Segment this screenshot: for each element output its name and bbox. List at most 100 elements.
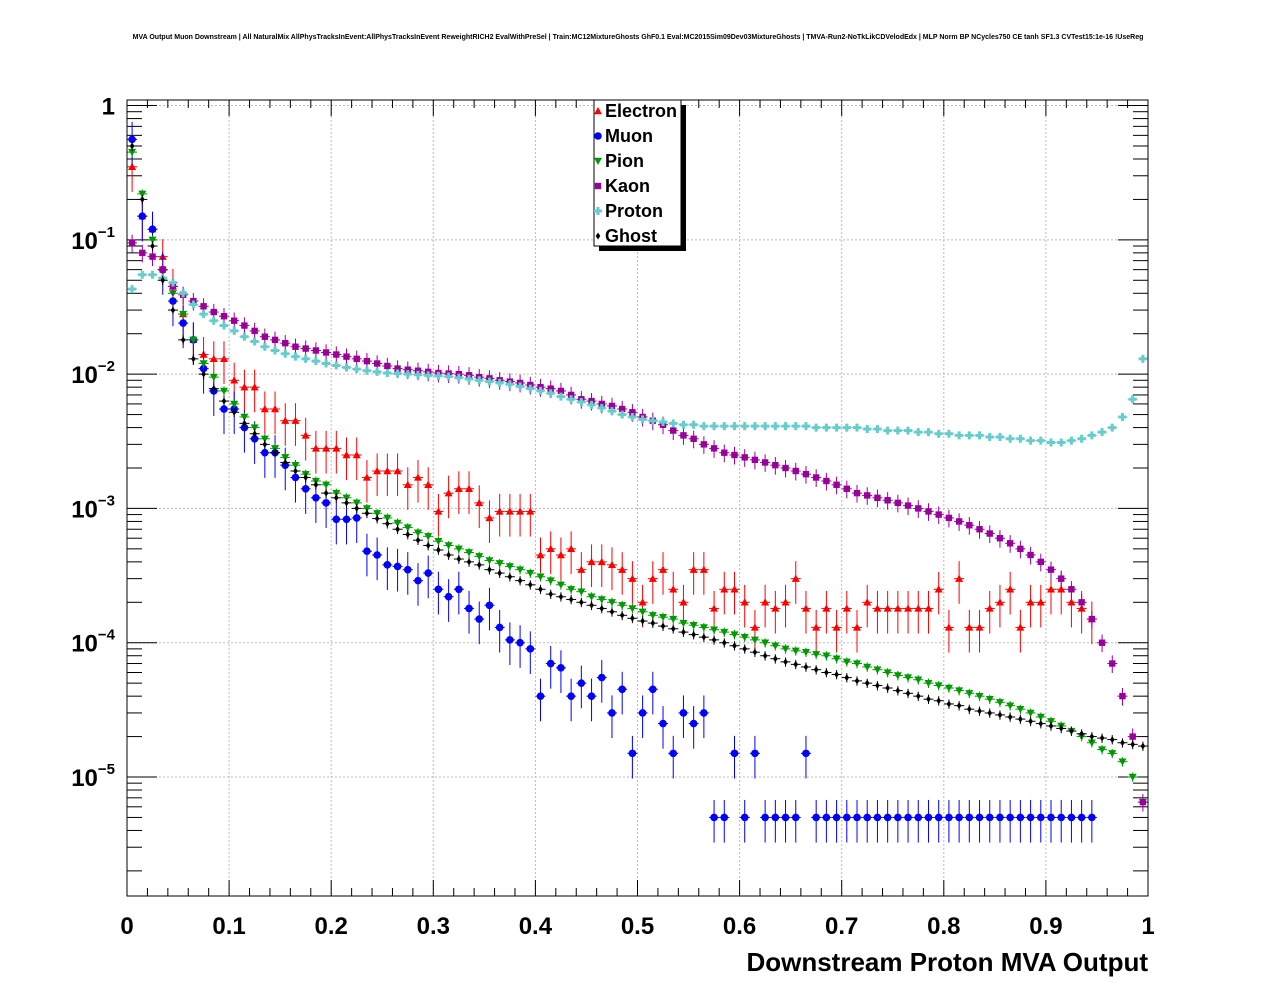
proton-point	[230, 326, 239, 335]
muon-point	[700, 709, 708, 717]
electron-point	[781, 598, 790, 606]
ghost-point	[150, 242, 155, 250]
kaon-point	[394, 365, 401, 372]
ghost-point	[487, 566, 492, 574]
ghost-point	[956, 702, 962, 710]
kaon-point	[864, 492, 871, 499]
muon-point	[628, 749, 637, 758]
ghost-point	[721, 639, 727, 647]
kaon-point	[761, 459, 769, 466]
ghost-point	[191, 355, 196, 363]
pion-point	[740, 633, 749, 642]
pion-point	[291, 461, 300, 470]
pion-point	[250, 424, 259, 432]
muon-point	[1036, 813, 1045, 822]
electron-point	[1006, 585, 1015, 593]
kaon-point	[282, 339, 289, 347]
pion-point	[495, 560, 504, 568]
muon-point	[965, 813, 974, 822]
pion-point	[832, 655, 841, 663]
pion-point	[281, 454, 290, 462]
muon-point	[812, 813, 820, 822]
ghost-point	[476, 561, 482, 569]
kaon-point	[220, 313, 228, 320]
proton-point	[934, 429, 943, 438]
muon-point	[843, 813, 851, 822]
proton-point	[669, 419, 678, 428]
proton-point	[495, 378, 504, 387]
electron-point	[465, 484, 474, 493]
proton-point	[424, 371, 433, 380]
pion-point	[985, 695, 994, 704]
muon-point	[526, 645, 535, 653]
ghost-point	[650, 619, 656, 627]
kaon-point	[557, 387, 565, 395]
muon-point	[1067, 813, 1076, 822]
pion-point	[1098, 746, 1107, 754]
proton-point	[730, 422, 739, 431]
ghost-point	[527, 581, 533, 589]
kaon-point	[1068, 586, 1075, 593]
ghost-point	[609, 608, 615, 616]
ghost-point	[589, 601, 594, 609]
proton-point	[1138, 354, 1147, 363]
x-tick-label: 0.1	[212, 913, 245, 940]
ghost-point	[1048, 722, 1054, 730]
proton-point	[638, 415, 647, 424]
ghost-point	[323, 489, 329, 497]
pion-point	[465, 549, 474, 557]
proton-point	[761, 422, 770, 431]
proton-point	[679, 420, 688, 429]
ghost-point	[711, 636, 717, 644]
electron-point	[842, 604, 851, 612]
pion-point	[1108, 750, 1117, 758]
pion-point	[383, 514, 392, 522]
pion-point	[628, 605, 637, 613]
proton-point	[1026, 436, 1035, 445]
electron-point	[516, 507, 525, 515]
proton-point	[332, 361, 341, 370]
chart-title: MVA Output Muon Downstream | All Natural…	[132, 34, 1144, 41]
proton-point	[189, 300, 198, 309]
kaon-point	[292, 343, 299, 350]
electron-point	[689, 565, 698, 573]
ghost-point	[374, 515, 380, 523]
ghost-point	[293, 467, 298, 475]
pion-point	[1016, 705, 1025, 714]
ghost-point	[385, 520, 390, 528]
y-tick-label: 10−2	[71, 358, 115, 389]
ghost-point	[1058, 724, 1064, 732]
ghost-point	[579, 598, 584, 606]
proton-point	[199, 310, 208, 319]
ghost-point	[252, 430, 257, 438]
pion-point	[761, 639, 770, 647]
proton-point	[209, 316, 218, 325]
ghost-point	[742, 645, 748, 653]
kaon-point	[1098, 639, 1106, 646]
electron-point	[791, 574, 800, 582]
proton-point	[801, 422, 810, 431]
pion-point	[607, 599, 616, 607]
pion-point	[352, 499, 361, 507]
proton-point	[975, 431, 984, 440]
proton-point	[822, 423, 831, 432]
ghost-point	[568, 595, 574, 603]
x-tick-label: 0.3	[417, 913, 450, 940]
pion-point	[1026, 709, 1035, 717]
proton-point	[240, 332, 249, 341]
muon-point	[945, 813, 953, 822]
muon-point	[1026, 813, 1035, 822]
kaon-point	[710, 445, 718, 452]
ghost-point	[160, 276, 166, 284]
muon-point	[587, 692, 596, 700]
proton-point	[689, 420, 698, 429]
proton-point	[1067, 436, 1076, 445]
kaon-point	[823, 477, 830, 485]
ghost-point	[1018, 715, 1023, 723]
proton-point	[832, 423, 841, 432]
pion-point	[1128, 773, 1137, 782]
muon-point	[199, 364, 208, 373]
pion-point	[699, 624, 708, 632]
pion-point	[863, 663, 872, 671]
ghost-point	[660, 622, 666, 630]
